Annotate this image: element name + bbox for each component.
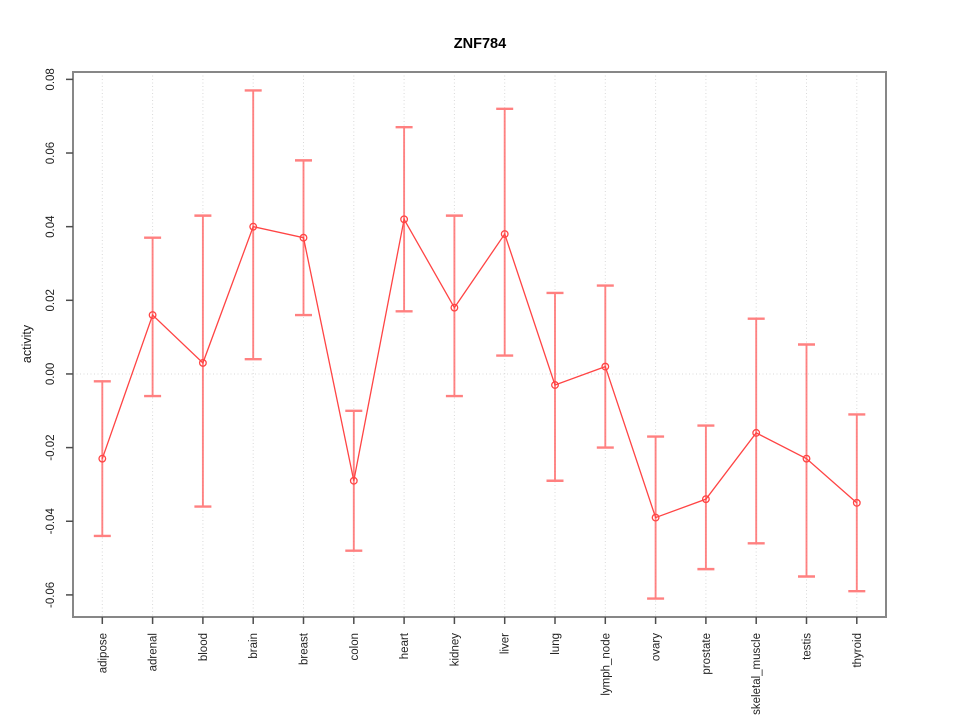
x-tick-label: colon [349, 633, 361, 661]
x-tick-label: adrenal [148, 633, 160, 671]
y-tick-label: -0.04 [45, 508, 57, 535]
x-tick-label: skeletal_muscle [751, 633, 763, 715]
y-tick-label: -0.02 [45, 434, 57, 460]
data-point [651, 513, 660, 522]
data-point [249, 222, 258, 231]
x-tick-label: ovary [651, 633, 663, 661]
data-point [852, 498, 861, 507]
data-point [349, 476, 358, 485]
y-tick-label: 0.08 [45, 68, 57, 90]
x-tick-label: blood [198, 633, 210, 661]
x-tick-label: prostate [701, 633, 713, 675]
y-tick-label: 0.04 [45, 215, 57, 238]
plot-box [72, 71, 887, 618]
x-tick-label: kidney [449, 633, 461, 666]
y-tick-label: 0.02 [45, 289, 57, 311]
data-point [601, 362, 610, 371]
data-point [148, 311, 157, 319]
data-point [701, 495, 710, 504]
x-tick-label: brain [248, 633, 260, 659]
data-point [500, 230, 509, 238]
data-point [551, 381, 559, 389]
x-tick-label: lymph_node [600, 633, 612, 696]
data-point [752, 428, 761, 437]
x-tick-label: adipose [97, 633, 109, 673]
x-tick-label: liver [500, 633, 512, 654]
x-tick-label: breast [299, 632, 311, 665]
x-tick-label: lung [550, 633, 562, 655]
y-tick-label: 0.00 [45, 363, 57, 385]
data-point [299, 233, 308, 242]
y-tick-label: -0.06 [45, 582, 57, 608]
y-tick-label: 0.06 [45, 142, 57, 164]
data-point [400, 215, 409, 224]
series-line [101, 217, 858, 519]
data-point [198, 358, 207, 367]
x-tick-label: thyroid [852, 633, 864, 668]
chart-title: ZNF784 [453, 36, 507, 52]
data-point [802, 454, 811, 463]
data-point [450, 303, 459, 312]
x-tick-label: testis [802, 633, 814, 660]
data-point [98, 454, 107, 463]
x-tick-label: heart [399, 632, 411, 659]
